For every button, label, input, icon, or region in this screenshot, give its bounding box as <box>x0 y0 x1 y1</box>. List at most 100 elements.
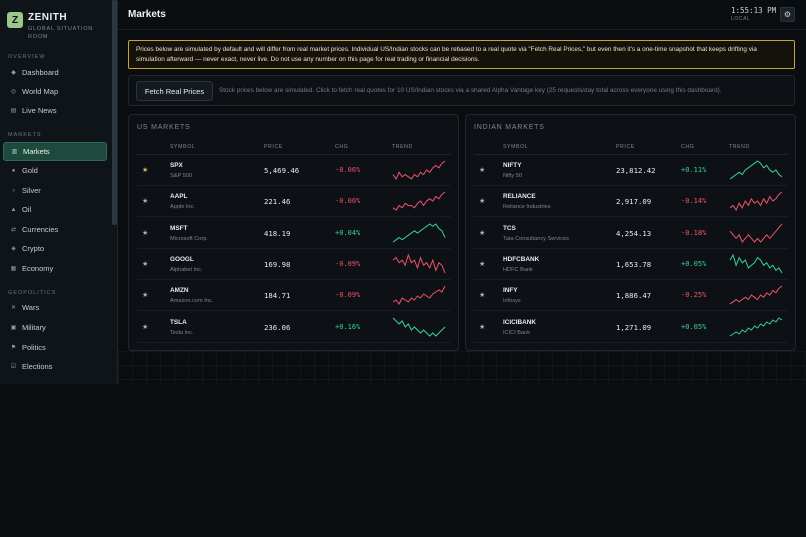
table-row[interactable]: ★ NIFTY Nifty 50 23,812.42 +0.11% <box>474 155 788 186</box>
sidebar-item-label: Gold <box>22 166 38 175</box>
sidebar-item-live-news[interactable]: ▤ Live News <box>3 101 107 120</box>
sidebar-item-label: Oil <box>22 205 32 214</box>
sidebar-item-label: Markets <box>23 147 50 156</box>
brand[interactable]: Z ZENITH GLOBAL SITUATION ROOM <box>7 12 100 41</box>
favorite-star-icon[interactable]: ★ <box>142 292 149 300</box>
ticker-name: Apple Inc. <box>170 204 195 211</box>
ticker-price: 2,917.09 <box>616 197 652 207</box>
sidebar-item-wars[interactable]: ✕ Wars <box>3 298 107 317</box>
ticker-price: 221.46 <box>264 197 291 207</box>
favorite-star-icon[interactable]: ★ <box>142 167 149 174</box>
sidebar-scrollbar[interactable] <box>112 0 117 225</box>
trend-line <box>729 191 783 212</box>
ticker-symbol: RELIANCE <box>503 193 536 201</box>
table-row[interactable]: ★ HDFCBANK HDFC Bank 1,653.78 +0.05% <box>474 249 788 280</box>
trend-sparkline <box>729 285 783 305</box>
trend-sparkline <box>729 223 783 243</box>
favorite-star-icon[interactable]: ★ <box>142 260 149 268</box>
sidebar-item-elections[interactable]: ☑ Elections <box>3 357 107 376</box>
column-header-chg[interactable]: CHG <box>681 144 695 150</box>
news-icon: ▤ <box>10 108 17 114</box>
sidebar-item-markets[interactable]: ▥ Markets <box>3 142 107 161</box>
favorite-star-icon[interactable]: ★ <box>479 260 486 268</box>
table-row[interactable]: ★ AAPL Apple Inc. 221.46 -0.06% <box>137 186 451 218</box>
ballot-icon: ☑ <box>10 364 17 370</box>
sidebar-item-currencies[interactable]: ⇄ Currencies <box>3 220 107 239</box>
column-header-symbol[interactable]: SYMBOL <box>503 144 529 150</box>
sidebar-section-label: GEOPOLITICS <box>8 290 57 296</box>
table-row[interactable]: ★ AMZN Amazon.com Inc. 184.71 -0.09% <box>137 280 451 312</box>
table-row[interactable]: ★ TSLA Tesla Inc. 236.06 +0.16% <box>137 312 451 343</box>
bank-icon: ▦ <box>10 266 17 272</box>
favorite-star-icon[interactable]: ★ <box>479 292 486 300</box>
table-row[interactable]: ★ RELIANCE Reliance Industries 2,917.09 -0.1… <box>474 186 788 218</box>
ticker-name: Alphabet Inc. <box>170 266 203 273</box>
trend-line <box>729 316 783 336</box>
sidebar-item-oil[interactable]: ▲ Oil <box>3 200 107 219</box>
brand-subtitle: GLOBAL SITUATION ROOM <box>28 26 94 40</box>
favorite-star-icon[interactable]: ★ <box>479 167 486 174</box>
table-row[interactable]: ★ TCS Tata Consultancy Services 4,254.13 -0.… <box>474 218 788 249</box>
sidebar-item-label: Elections <box>22 362 53 371</box>
gear-icon: ⚙ <box>783 10 792 19</box>
favorite-star-icon[interactable]: ★ <box>479 323 486 331</box>
sidebar-item-economy[interactable]: ▦ Economy <box>3 259 107 278</box>
fetch-real-prices-button[interactable]: Fetch Real Prices <box>136 81 213 101</box>
trend-line <box>392 160 446 181</box>
sidebar-item-dashboard[interactable]: ◆ Dashboard <box>3 63 107 82</box>
column-header-price[interactable]: PRICE <box>616 144 635 150</box>
ticker-name: Microsoft Corp. <box>170 235 208 242</box>
ticker-price: 1,271.09 <box>616 322 652 332</box>
table-row[interactable]: ★ MSFT Microsoft Corp. 418.19 +0.04% <box>137 218 451 249</box>
panel-title: US MARKETS <box>137 124 191 131</box>
favorite-star-icon[interactable]: ★ <box>479 198 486 206</box>
dot-icon: ● <box>11 167 16 174</box>
sidebar-item-world-map[interactable]: ◎ World Map <box>3 82 107 101</box>
ticker-symbol: AAPL <box>170 193 188 201</box>
table-row[interactable]: ★ ICICIBANK ICICI Bank 1,271.09 +0.05% <box>474 312 788 343</box>
table-row[interactable]: ★ GOOGL Alphabet Inc. 169.98 -0.09% <box>137 249 451 280</box>
sidebar-item-politics[interactable]: ⚑ Politics <box>3 338 107 357</box>
sidebar-item-military[interactable]: ▣ Military <box>3 318 107 337</box>
column-header-chg[interactable]: CHG <box>335 144 349 150</box>
ticker-change: -0.18% <box>681 228 707 237</box>
trend-line <box>729 160 783 180</box>
sidebar-item-silver[interactable]: ○ Silver <box>3 181 107 200</box>
trend-sparkline <box>729 316 783 336</box>
sidebar-item-gold[interactable]: ● Gold <box>3 161 107 180</box>
brand-name: ZENITH <box>28 12 68 23</box>
ticker-price: 184.71 <box>264 291 291 301</box>
sidebar-section-label: OVERVIEW <box>8 54 46 60</box>
ticker-change: +0.11% <box>681 166 707 174</box>
diamond-icon: ◆ <box>11 70 16 76</box>
favorite-star-icon[interactable]: ★ <box>142 229 149 237</box>
favorite-star-icon[interactable]: ★ <box>142 323 149 331</box>
favorite-star-icon[interactable]: ★ <box>479 229 486 237</box>
settings-button[interactable]: ⚙ <box>780 7 795 22</box>
trend-line <box>392 253 446 274</box>
sidebar-item-label: Politics <box>22 343 46 352</box>
background-grid <box>118 351 806 385</box>
column-header-symbol[interactable]: SYMBOL <box>170 144 196 150</box>
ticker-price: 23,812.42 <box>616 166 656 175</box>
trend-sparkline <box>392 160 446 181</box>
trend-sparkline <box>392 253 446 274</box>
ticker-price: 1,886.47 <box>616 291 652 301</box>
favorite-star-icon[interactable]: ★ <box>142 198 149 206</box>
column-header-trend[interactable]: TREND <box>392 144 413 150</box>
clock-time: 1:55:13 PM <box>731 6 777 15</box>
ticker-symbol: SPX <box>170 162 183 169</box>
ticker-symbol: NIFTY <box>503 162 522 169</box>
swords-icon: ✕ <box>10 305 17 311</box>
column-header-price[interactable]: PRICE <box>264 144 283 150</box>
ticker-name: Tesla Inc. <box>170 329 194 336</box>
ticker-symbol: ICICIBANK <box>503 318 537 326</box>
trend-line <box>729 285 783 305</box>
column-header-trend[interactable]: TREND <box>729 144 750 150</box>
table-row[interactable]: ★ SPX S&P 500 5,469.46 -0.06% <box>137 155 451 186</box>
table-row[interactable]: ★ INFY Infosys 1,886.47 -0.25% <box>474 280 788 312</box>
ticker-symbol: INFY <box>503 287 518 295</box>
sidebar-item-crypto[interactable]: ◈ Crypto <box>3 239 107 258</box>
ticker-name: Nifty 50 <box>503 173 522 179</box>
sidebar-item-label: World Map <box>22 87 59 96</box>
